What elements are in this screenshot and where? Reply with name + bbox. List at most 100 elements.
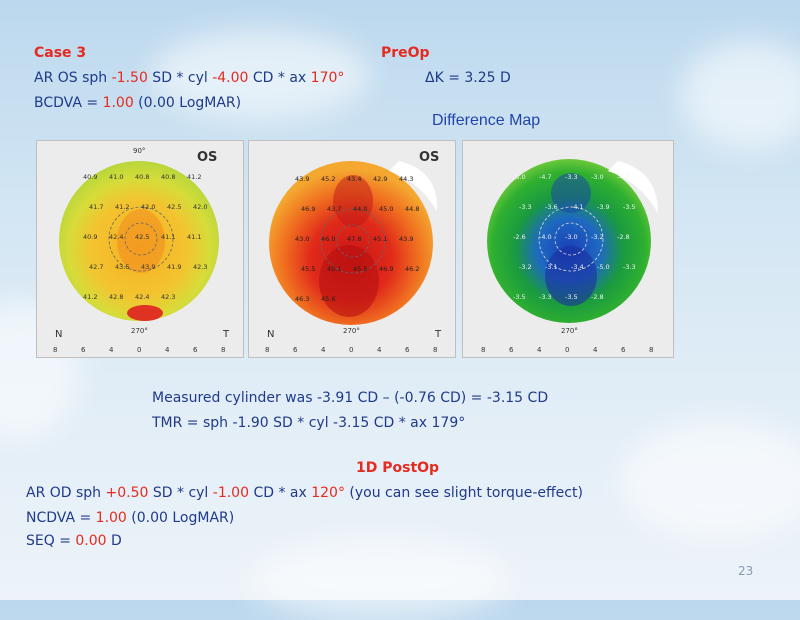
diff-value: -3.1 (545, 263, 558, 271)
postop-ar-ax: 120° (311, 485, 345, 501)
map1-value: 42.0 (193, 203, 207, 211)
map1-center-zone (117, 209, 165, 273)
ncdva-prefix: NCDVA = (26, 510, 96, 526)
map2-tick-label: 4 (321, 346, 326, 354)
preop-heading: PreOp (381, 45, 430, 61)
diff-value: -3.5 (513, 293, 526, 301)
bcdva-suffix: (0.00 LogMAR) (133, 95, 242, 111)
preop-ar-line: AR OS sph -1.50 SD * cyl -4.00 CD * ax 1… (34, 69, 344, 87)
map2-value: 44.8 (405, 205, 419, 213)
diff-disc (487, 159, 651, 323)
diff-blue-zone (545, 246, 597, 306)
map2-value: 45.1 (327, 265, 341, 273)
map2-value: 42.9 (373, 175, 387, 183)
diff-value: -3.0 (513, 173, 526, 181)
map1-value: 42.5 (167, 203, 181, 211)
diff-value: -3.9 (597, 203, 610, 211)
map1-value: 41.7 (89, 203, 103, 211)
map1-value: 43.5 (115, 263, 129, 271)
map2-value: 46.0 (321, 235, 335, 243)
postop-ar-cyl: -1.00 (212, 485, 249, 501)
topography-map-2-svg: 43.9 45.2 43.4 42.9 44.3 46.9 43.7 44.0 45.0 44.8… (265, 150, 442, 354)
diff-tick-label: 6 (621, 346, 626, 354)
map2-nasal-label: N (267, 329, 274, 340)
diff-tick-label: 4 (593, 346, 598, 354)
map2-value: 43.0 (295, 235, 309, 243)
case-label: Case 3 (34, 45, 87, 61)
map2-tick-label: 4 (377, 346, 382, 354)
ncdva-value: 1.00 (95, 510, 127, 526)
diff-value: -4.7 (617, 173, 630, 181)
map1-value: 41.1 (187, 233, 201, 241)
map1-value: 42.7 (89, 263, 103, 271)
map2-value: 45.0 (379, 205, 393, 213)
difference-map-svg: -3.0 -4.7 -3.3 -3.0 -4.7 -3.3 -3.6 -4.1 -3.9 -3.5… (481, 159, 658, 354)
diff-value: -3.3 (539, 293, 552, 301)
map1-value: 41.1 (161, 233, 175, 241)
background-cloud (250, 540, 510, 620)
map2-ring-inner (336, 224, 370, 258)
tmr-line: TMR = sph -1.90 SD * cyl -3.15 CD * ax 1… (152, 415, 466, 431)
diff-tick-label: 8 (649, 346, 653, 354)
topography-map-1: 40.9 41.0 40.8 40.8 41.2 41.7 41.2 42.0 42.5 42.0… (36, 140, 244, 358)
postop-ar-mid2: CD * ax (249, 485, 312, 501)
map2-value: 45.2 (321, 175, 335, 183)
diff-value: -2.6 (513, 233, 526, 241)
diff-value: -3.3 (519, 203, 532, 211)
page-number: 23 (738, 564, 754, 578)
diff-ring-inner (554, 222, 588, 256)
map1-value: 43.9 (141, 263, 155, 271)
map1-tick-label: 6 (193, 346, 198, 354)
diff-value: -3.5 (623, 203, 636, 211)
postop-ar-line: AR OD sph +0.50 SD * cyl -1.00 CD * ax 1… (26, 484, 583, 502)
postop-ar-mid1: SD * cyl (148, 485, 213, 501)
bcdva-prefix: BCDVA = (34, 95, 103, 111)
preop-ar-mid1: SD * cyl (147, 70, 213, 86)
map1-value: 41.2 (187, 173, 201, 181)
map2-value: 45.5 (301, 265, 315, 273)
map2-value: 43.7 (327, 205, 341, 213)
map1-eye-label: OS (197, 150, 217, 165)
map2-value: 47.8 (347, 235, 361, 243)
ncdva-suffix: (0.00 LogMAR) (126, 510, 235, 526)
map2-temporal-label: T (434, 329, 442, 340)
map2-value: 43.9 (295, 175, 309, 183)
map1-value: 41.9 (167, 263, 181, 271)
preop-ar-prefix: AR OS sph (34, 70, 112, 86)
seq-prefix: SEQ = (26, 533, 76, 549)
diff-value: -2.8 (617, 233, 630, 241)
diff-value: -3.5 (565, 293, 578, 301)
diff-value: -3.3 (565, 173, 578, 181)
map1-value: 42.4 (135, 293, 149, 301)
map2-tick-label: 0 (349, 346, 353, 354)
map1-tick-label: 4 (109, 346, 114, 354)
map1-tick-label: 6 (81, 346, 86, 354)
map1-value: 42.8 (109, 293, 123, 301)
map2-ring-outer (320, 208, 386, 274)
seq-suffix: D (106, 533, 122, 549)
map2-value: 44.0 (353, 205, 367, 213)
map2-tick-label: 6 (405, 346, 410, 354)
map2-eye-label: OS (419, 150, 439, 165)
map1-ring-outer (108, 206, 174, 272)
diff-value: -4.0 (539, 233, 552, 241)
diff-value: -3.3 (623, 263, 636, 271)
map2-value: 43.4 (347, 175, 361, 183)
map1-tick-label: 8 (53, 346, 57, 354)
diff-tick-label: 4 (537, 346, 542, 354)
background-cloud (680, 40, 800, 150)
map1-value: 40.9 (83, 173, 97, 181)
diff-tick-label: 8 (481, 346, 485, 354)
map1-nasal-label: N (55, 329, 62, 340)
map1-value: 41.2 (83, 293, 97, 301)
seq-value: 0.00 (75, 533, 107, 549)
map2-tick-label: 6 (293, 346, 298, 354)
diff-value: -4.7 (539, 173, 552, 181)
map1-value: 40.8 (161, 173, 175, 181)
diff-ring-outer (538, 206, 604, 272)
diff-value: -3.2 (591, 233, 604, 241)
postop-ar-note: (you can see slight torque-effect) (344, 485, 583, 501)
preop-ar-cyl: -4.00 (212, 70, 249, 86)
map2-dark-zone (319, 245, 379, 317)
diff-value: -2.8 (591, 293, 604, 301)
